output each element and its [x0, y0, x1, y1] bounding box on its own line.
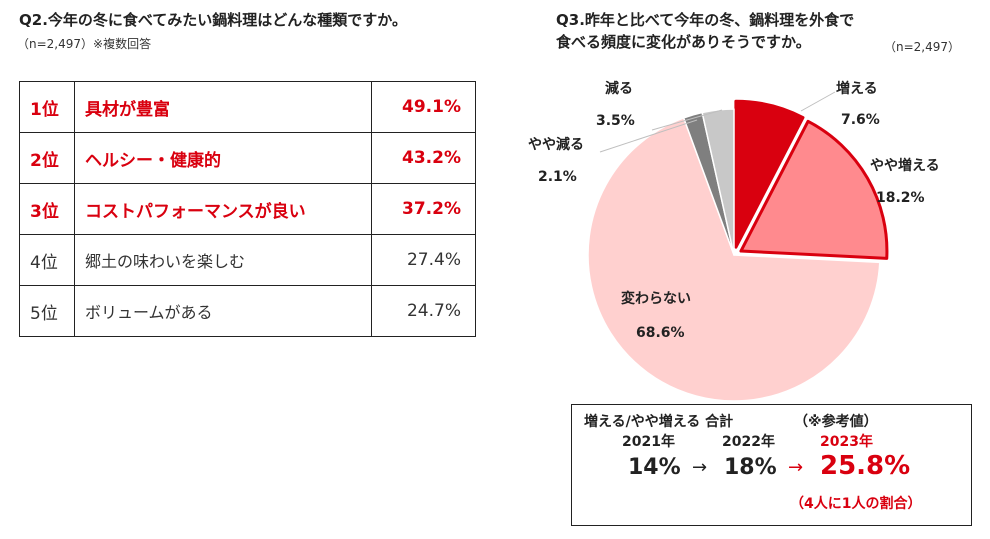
- rank-cell: 3位: [19, 183, 75, 235]
- q3-sample-note: （n=2,497）: [884, 40, 961, 54]
- value-cell: 24.7%: [371, 285, 476, 337]
- pie-slice: [701, 108, 735, 256]
- slice-value-label: 7.6%: [841, 112, 880, 128]
- q3-title-line1: Q3.昨年と比べて今年の冬、鍋料理を外食で: [556, 11, 855, 29]
- slice-value-label: 2.1%: [538, 169, 577, 185]
- leader-line: [800, 91, 836, 112]
- rank-cell: 1位: [19, 81, 75, 133]
- slice-value-label: 68.6%: [636, 325, 685, 341]
- q2-sample-note: （n=2,497）※複数回答: [17, 37, 152, 51]
- arrow-icon: →: [692, 457, 708, 478]
- table-row: 4位 郷土の味わいを楽しむ 27.4%: [19, 234, 476, 286]
- slice-name-label: やや減る: [528, 137, 584, 153]
- label-cell: ヘルシー・健康的: [74, 132, 372, 184]
- value-cell: 43.2%: [371, 132, 476, 184]
- slice-name-label: 減る: [605, 81, 633, 97]
- pie-slice: [739, 119, 889, 260]
- rank-cell: 5位: [19, 285, 75, 337]
- leader-line: [651, 109, 723, 131]
- slice-name-label: 増える: [836, 81, 878, 97]
- rank-cell: 4位: [19, 234, 75, 286]
- table-row: 5位 ボリュームがある 24.7%: [19, 285, 476, 337]
- q2-title: Q2.今年の冬に食べてみたい鍋料理はどんな種類ですか。: [19, 11, 407, 29]
- pie-slice: [734, 99, 805, 249]
- value-2021: 14%: [628, 455, 681, 480]
- value-cell: 49.1%: [371, 81, 476, 133]
- label-cell: コストパフォーマンスが良い: [74, 183, 372, 235]
- slice-name-label: やや増える: [870, 158, 940, 174]
- summary-box: 増える/やや増える 合計 （※参考値） 2021年 2022年 2023年 14…: [571, 404, 972, 526]
- slice-value-label: 18.2%: [876, 190, 925, 206]
- summary-heading: 増える/やや増える 合計: [584, 414, 734, 430]
- year-2023-label: 2023年: [820, 434, 873, 450]
- q3-title-line2: 食べる頻度に変化がありそうですか。: [556, 33, 811, 51]
- year-2022-label: 2022年: [722, 434, 775, 450]
- ratio-note: （4人に1人の割合）: [790, 496, 922, 512]
- table-row: 3位 コストパフォーマンスが良い 37.2%: [19, 183, 476, 235]
- value-2022: 18%: [724, 455, 777, 480]
- table-row: 2位 ヘルシー・健康的 43.2%: [19, 132, 476, 184]
- label-cell: ボリュームがある: [74, 285, 372, 337]
- summary-note: （※参考値）: [794, 414, 878, 430]
- ranking-table: 1位 具材が豊富 49.1% 2位 ヘルシー・健康的 43.2% 3位 コストパ…: [19, 81, 476, 337]
- slice-value-label: 3.5%: [596, 113, 635, 129]
- leader-line: [599, 119, 698, 153]
- value-cell: 37.2%: [371, 183, 476, 235]
- slice-name-label: 変わらない: [621, 291, 691, 307]
- value-2023: 25.8%: [820, 451, 911, 481]
- pie-slice: [587, 117, 881, 402]
- year-2021-label: 2021年: [622, 434, 675, 450]
- arrow-icon: →: [788, 457, 804, 478]
